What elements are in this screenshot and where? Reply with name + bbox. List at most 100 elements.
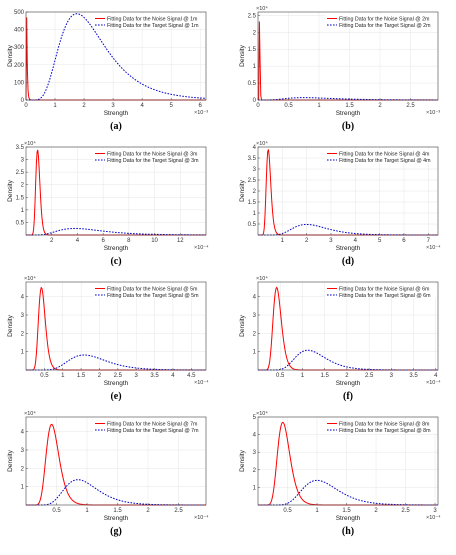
y-tick-label: 2 <box>253 468 257 474</box>
x-tick-label: 3.5 <box>409 373 418 379</box>
y-tick-label: 4 <box>253 433 257 439</box>
y-tick-label: 400 <box>14 28 25 34</box>
x-tick-label: 2 <box>378 103 382 109</box>
y-tick-label: 1 <box>21 350 25 356</box>
x-tick-label: 7 <box>427 238 431 244</box>
legend-entry: Fitting Data for the Target Signal @ 6m <box>339 293 431 299</box>
x-tick-label: 1 <box>317 103 321 109</box>
x-tick-label: 1 <box>61 373 65 379</box>
x-exponent-label: ×10⁻⁴ <box>426 514 441 521</box>
x-tick-label: 1.5 <box>345 103 354 109</box>
y-exponent-label: ×10⁴ <box>24 410 36 417</box>
legend-box <box>325 284 437 298</box>
y-tick-label: 1 <box>21 208 25 214</box>
y-tick-label: 0.5 <box>248 222 257 228</box>
axes-box <box>25 416 207 506</box>
y-tick-label: 3 <box>253 313 257 319</box>
legend-entry: Fitting Data for the Noise Signal @ 3m <box>107 152 198 158</box>
x-tick-label: 4 <box>434 373 438 379</box>
x-tick-label: 3 <box>390 373 394 379</box>
chart-panel-h: 0.5 1 1.5 2 2.5 3 1 2 3 4 5×10⁴ ×10⁻⁴ Strength Densit… <box>239 410 441 537</box>
x-tick-label: 4 <box>140 103 144 109</box>
x-tick-label: 4 <box>354 238 358 244</box>
legend-box <box>93 14 205 28</box>
legend-entry: Fitting Data for the Noise Signal @ 1m <box>107 17 198 23</box>
y-tick-label: 4 <box>21 430 25 436</box>
y-tick-label: 5 <box>253 415 257 421</box>
x-tick-label: 2 <box>82 103 86 109</box>
axes-box <box>257 281 439 371</box>
y-tick-label: 4 <box>253 145 257 151</box>
y-tick-label: 2 <box>253 331 257 337</box>
y-tick-label: 0 <box>253 98 257 104</box>
y-tick-label: 3 <box>253 167 257 173</box>
x-tick-label: 3 <box>135 373 139 379</box>
x-tick-label: 1.5 <box>77 373 86 379</box>
x-axis-label: Strength <box>336 110 361 117</box>
x-axis-label: Strength <box>336 515 361 522</box>
legend-box <box>325 419 437 433</box>
x-exponent-label: ×10⁻⁴ <box>194 514 209 521</box>
x-tick-label: 8 <box>127 238 131 244</box>
y-tick-label: 3 <box>21 448 25 454</box>
x-tick-label: 2.5 <box>174 508 183 514</box>
y-tick-label: 2.5 <box>248 13 257 19</box>
y-tick-label: 200 <box>14 63 25 69</box>
y-axis-label: Density <box>239 314 246 336</box>
legend-box <box>93 149 205 163</box>
chart-panel-e: 0.5 1 1.5 2 2.5 3 3.5 4 4.5 1 2 3 4 ×10⁴ ×10⁻⁴ Strength… <box>7 275 209 402</box>
y-tick-label: 2.5 <box>16 170 25 176</box>
y-axis-label: Density <box>7 314 14 336</box>
y-tick-label: 2 <box>253 189 257 195</box>
legend-entry: Fitting Data for the Target Signal @ 1m <box>107 23 199 29</box>
legend-entry: Fitting Data for the Target Signal @ 5m <box>107 293 199 299</box>
y-tick-label: 2 <box>21 183 25 189</box>
y-axis-label: Density <box>239 44 246 66</box>
x-axis-label: Strength <box>104 515 129 522</box>
x-tick-label: 5 <box>169 103 173 109</box>
y-axis-label: Density <box>7 44 14 66</box>
y-axis-label: Density <box>239 449 246 471</box>
panel-caption: (d) <box>342 256 354 267</box>
x-exponent-label: ×10⁻⁴ <box>194 379 209 386</box>
x-exponent-label: ×10⁻⁴ <box>426 244 441 251</box>
y-tick-label: 0 <box>21 98 25 104</box>
target-signal-curve <box>26 354 206 371</box>
panel-caption: (a) <box>110 121 122 132</box>
chart-panel-f: 0.5 1 1.5 2 2.5 3 3.5 4 1 2 3 4 ×10⁴ ×10⁻⁴ Strength Den… <box>239 275 441 402</box>
y-axis-label: Density <box>7 179 14 201</box>
legend-entry: Fitting Data for the Noise Signal @ 2m <box>339 17 430 23</box>
legend-entry: Fitting Data for the Noise Signal @ 5m <box>107 287 198 293</box>
y-exponent-label: ×10⁴ <box>24 275 36 282</box>
x-tick-label: 2 <box>146 508 150 514</box>
y-tick-label: 4 <box>21 295 25 301</box>
x-tick-label: 3 <box>111 103 115 109</box>
x-tick-label: 0 <box>24 103 28 109</box>
y-tick-label: 1 <box>253 211 257 217</box>
legend-box <box>325 14 437 28</box>
axes-box <box>25 146 207 236</box>
panel-caption: (f) <box>343 391 353 402</box>
y-tick-label: 1 <box>253 485 257 491</box>
x-tick-label: 0.5 <box>276 373 285 379</box>
y-exponent-label: ×10⁴ <box>256 275 268 282</box>
y-tick-label: 1 <box>253 64 257 70</box>
y-tick-label: 100 <box>14 80 25 86</box>
x-tick-label: 1.5 <box>342 508 351 514</box>
x-axis-label: Strength <box>104 110 129 117</box>
y-tick-label: 1 <box>253 350 257 356</box>
y-tick-label: 3 <box>21 313 25 319</box>
x-tick-label: 2.5 <box>406 103 415 109</box>
x-axis-label: Strength <box>104 245 129 252</box>
axes-box <box>257 416 439 506</box>
y-tick-label: 3 <box>253 450 257 456</box>
panel-caption: (b) <box>342 121 354 132</box>
x-exponent-label: ×10⁻⁴ <box>194 244 209 251</box>
y-axis-label: Density <box>7 449 14 471</box>
x-tick-label: 0.5 <box>283 508 292 514</box>
y-tick-label: 300 <box>14 45 25 51</box>
x-axis-label: Strength <box>104 380 129 387</box>
x-tick-label: 0.5 <box>52 508 61 514</box>
legend-entry: Fitting Data for the Noise Signal @ 6m <box>339 287 430 293</box>
x-tick-label: 2 <box>345 373 349 379</box>
